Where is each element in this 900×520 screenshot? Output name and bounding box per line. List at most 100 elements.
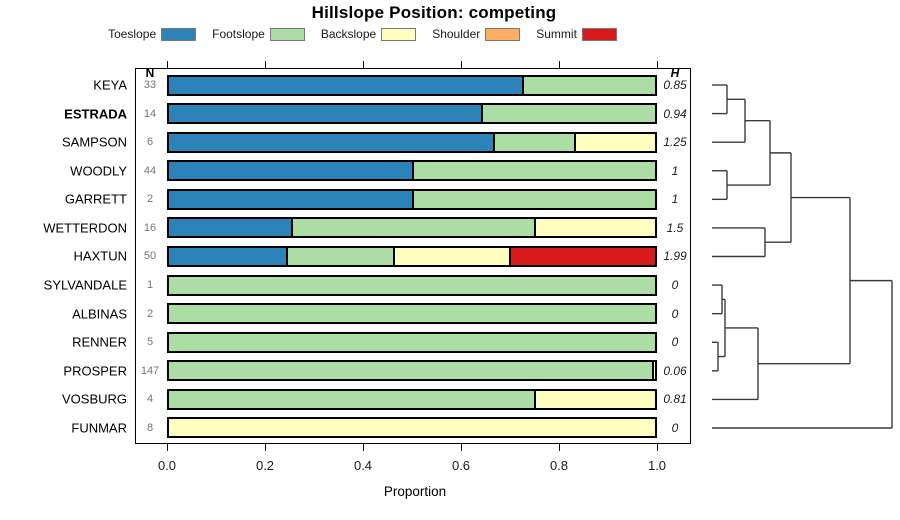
- stacked-bar: [167, 160, 657, 182]
- legend-swatch-icon: [161, 27, 197, 41]
- bar-segment-toeslope: [169, 105, 482, 123]
- row-label-prosper: PROSPER: [63, 363, 127, 379]
- h-value: 1: [671, 192, 679, 207]
- axis-tick-bottom: [265, 444, 267, 451]
- bar-segment-backslope: [392, 247, 510, 265]
- axis-tick-bottom: [363, 444, 365, 451]
- legend-swatch-icon: [381, 27, 417, 41]
- h-column-header: H: [670, 66, 680, 80]
- axis-tick-top: [559, 61, 561, 68]
- axis-tick-label: 0.8: [549, 458, 569, 473]
- legend-swatch-icon: [581, 27, 617, 41]
- stacked-bar: [167, 188, 657, 210]
- n-value: 14: [143, 107, 157, 120]
- row-label-albinas: ALBINAS: [72, 306, 127, 322]
- stacked-bar: [167, 388, 657, 410]
- row-label-estrada: ESTRADA: [64, 106, 127, 122]
- stacked-bar: [167, 303, 657, 325]
- row-label-wetterdon: WETTERDON: [43, 220, 127, 236]
- n-value: 5: [146, 336, 154, 349]
- n-value: 50: [143, 250, 157, 263]
- n-value: 147: [140, 364, 160, 377]
- axis-tick-bottom: [167, 444, 169, 451]
- chart-title: Hillslope Position: competing: [311, 3, 557, 22]
- axis-tick-top: [657, 61, 659, 68]
- axis-tick-label: 0.4: [353, 458, 373, 473]
- n-value: 6: [146, 136, 154, 149]
- bar-segment-footslope: [481, 105, 655, 123]
- row-label-funmar: FUNMAR: [71, 420, 127, 436]
- row-label-sylvandale: SYLVANDALE: [43, 277, 127, 293]
- bar-segment-backslope: [169, 419, 655, 437]
- h-value: 0: [671, 335, 679, 350]
- legend-item-shoulder: Shoulder: [432, 27, 521, 41]
- legend: Toeslope Footslope Backslope Shoulder Summit: [70, 25, 655, 43]
- bar-segment-summit: [509, 247, 655, 265]
- axis-tick-top: [265, 61, 267, 68]
- h-value: 0.81: [663, 392, 687, 407]
- legend-item-footslope: Footslope: [212, 27, 305, 41]
- h-value: 0: [671, 420, 679, 435]
- n-value: 2: [146, 307, 154, 320]
- bar-segment-backslope: [651, 362, 655, 380]
- legend-item-backslope: Backslope: [320, 27, 417, 41]
- h-value: 1.25: [663, 135, 687, 150]
- bar-segment-footslope: [169, 390, 534, 408]
- bar-segment-footslope: [169, 276, 655, 294]
- n-value: 33: [143, 79, 157, 91]
- axis-tick-bottom: [657, 444, 659, 451]
- legend-label: Backslope: [320, 27, 377, 41]
- bar-segment-toeslope: [169, 162, 412, 180]
- n-value: 2: [146, 193, 154, 206]
- bar-segment-footslope: [412, 162, 655, 180]
- axis-tick-bottom: [461, 444, 463, 451]
- bar-segment-footslope: [169, 362, 652, 380]
- row-label-keya: KEYA: [93, 77, 127, 93]
- h-value: 0: [671, 306, 679, 321]
- bar-segment-toeslope: [169, 76, 523, 94]
- n-value: 4: [146, 393, 154, 406]
- legend-label: Summit: [536, 27, 577, 41]
- axis-tick-label: 0.0: [157, 458, 177, 473]
- stacked-bar: [167, 360, 657, 382]
- legend-swatch-icon: [485, 27, 521, 41]
- bar-segment-footslope: [285, 247, 393, 265]
- n-value: 44: [143, 164, 157, 177]
- stacked-bar: [167, 331, 657, 353]
- n-value: 16: [143, 221, 157, 234]
- bar-segment-footslope: [412, 190, 655, 208]
- axis-tick-top: [167, 61, 169, 68]
- axis-tick-label: 0.2: [255, 458, 275, 473]
- bar-segment-footslope: [169, 333, 655, 351]
- row-label-vosburg: VOSBURG: [61, 391, 127, 407]
- n-value: 1: [146, 279, 154, 292]
- axis-tick-top: [461, 61, 463, 68]
- bar-segment-backslope: [533, 390, 655, 408]
- axis-tick-label: 0.6: [451, 458, 471, 473]
- h-value: 0.85: [663, 78, 687, 92]
- row-label-garrett: GARRETT: [64, 191, 127, 207]
- n-column-header: N: [145, 66, 155, 80]
- axis-tick-bottom: [559, 444, 561, 451]
- h-value: 0.06: [663, 363, 687, 378]
- stacked-bar: [167, 274, 657, 296]
- h-value: 0.94: [663, 106, 687, 121]
- row-label-woodly: WOODLY: [70, 163, 127, 179]
- legend-label: Footslope: [212, 27, 265, 41]
- h-value: 1.99: [663, 249, 687, 264]
- stacked-bar: [167, 74, 657, 96]
- row-label-haxtun: HAXTUN: [73, 248, 127, 264]
- bar-segment-footslope: [169, 305, 655, 323]
- x-axis-title: Proportion: [383, 484, 447, 499]
- bar-segment-toeslope: [169, 219, 291, 237]
- bar-segment-toeslope: [169, 247, 286, 265]
- legend-label: Toeslope: [108, 27, 157, 41]
- bar-segment-footslope: [493, 133, 575, 151]
- n-value: 8: [146, 421, 154, 434]
- axis-tick-top: [363, 61, 365, 68]
- row-label-renner: RENNER: [72, 334, 127, 350]
- legend-item-summit: Summit: [536, 27, 617, 41]
- legend-label: Shoulder: [432, 27, 481, 41]
- legend-item-toeslope: Toeslope: [108, 27, 197, 41]
